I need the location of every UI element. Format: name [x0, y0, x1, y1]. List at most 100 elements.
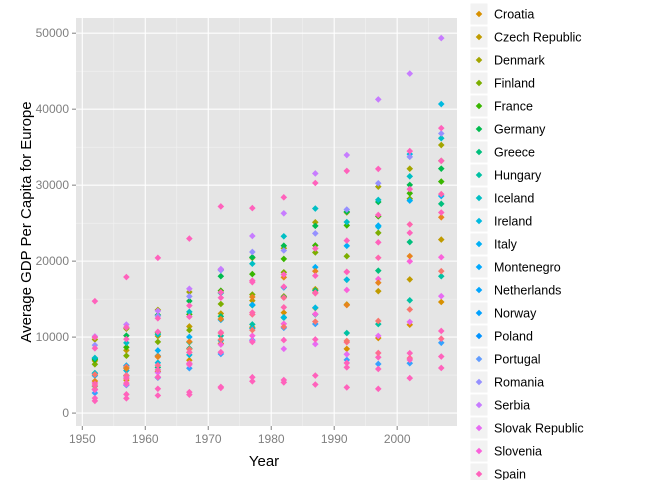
data-point [374, 349, 382, 357]
data-point [154, 373, 162, 381]
data-point [312, 304, 319, 311]
data-point [374, 279, 382, 286]
legend-marker [475, 125, 483, 133]
data-point [406, 197, 414, 204]
data-point [374, 196, 382, 204]
data-point [343, 268, 351, 276]
data-point [343, 337, 351, 345]
data-point [154, 362, 162, 369]
y-tick-label: 50000 [36, 26, 70, 40]
data-point [217, 272, 225, 280]
data-point [249, 270, 256, 278]
data-point [312, 318, 319, 325]
data-point [343, 301, 351, 309]
data-point [437, 353, 445, 360]
data-point [406, 374, 414, 382]
data-point [406, 165, 414, 172]
x-tick-label: 1970 [195, 432, 222, 446]
data-point [280, 323, 288, 331]
data-point [312, 179, 319, 187]
data-point [343, 167, 351, 175]
legend-marker [475, 378, 483, 386]
data-point [123, 379, 130, 387]
data-point [280, 309, 288, 316]
data-point [312, 372, 319, 379]
data-point [123, 375, 130, 382]
data-point [249, 297, 256, 304]
data-point [280, 232, 288, 240]
data-point [91, 394, 99, 402]
data-point [374, 360, 382, 368]
data-point [437, 157, 445, 165]
data-point [280, 242, 288, 249]
data-point [249, 338, 256, 346]
data-point [406, 238, 414, 246]
plot-panel [76, 18, 457, 426]
y-tick-label: 20000 [36, 254, 70, 268]
data-point [343, 242, 351, 250]
data-point [280, 283, 288, 291]
grid-lines [76, 18, 457, 426]
data-point [406, 221, 414, 228]
data-point [437, 209, 445, 216]
data-point [249, 232, 256, 240]
data-point [91, 297, 99, 305]
data-point [91, 380, 99, 388]
data-point [280, 255, 288, 263]
data-point [343, 345, 351, 353]
legend-marker [475, 79, 483, 87]
data-point [343, 252, 351, 260]
data-point [437, 335, 445, 343]
x-tick-label: 2000 [384, 432, 411, 446]
data-point [280, 376, 288, 384]
data-point [186, 302, 193, 309]
data-point [91, 333, 99, 341]
data-point [437, 124, 445, 132]
data-point [186, 285, 193, 293]
x-tick-label: 1950 [69, 432, 96, 446]
data-point [186, 313, 193, 321]
data-point [406, 258, 414, 265]
data-point [374, 165, 382, 173]
legend-label: Ireland [494, 215, 532, 229]
data-point [437, 130, 445, 137]
data-point [406, 297, 414, 304]
data-point [154, 338, 162, 346]
data-point [312, 230, 319, 237]
data-point [217, 300, 225, 308]
data-point [91, 360, 99, 368]
legend-label: Slovenia [494, 445, 542, 459]
data-point [437, 339, 445, 347]
legend-label: Finland [494, 77, 535, 91]
data-point [374, 179, 382, 187]
data-point [217, 203, 225, 210]
data-point [249, 248, 256, 256]
legend-label: Czech Republic [494, 31, 582, 45]
legend-marker [475, 401, 483, 409]
data-point [374, 287, 382, 295]
data-point [312, 249, 319, 256]
data-point [374, 254, 382, 262]
legend-label: Norway [494, 307, 537, 321]
legend-label: Denmark [494, 54, 545, 68]
legend-marker [475, 10, 483, 18]
data-point [437, 272, 445, 280]
legend-marker [475, 33, 483, 41]
data-point [312, 267, 319, 275]
data-point [186, 323, 193, 330]
legend-label: Serbia [494, 399, 530, 413]
data-point [374, 353, 382, 361]
data-point [280, 247, 288, 254]
legend-marker [475, 355, 483, 363]
data-point [249, 204, 256, 212]
data-point [437, 327, 445, 335]
data-points [91, 34, 445, 405]
data-point [406, 173, 414, 180]
data-point [217, 328, 225, 336]
data-point [374, 211, 382, 219]
x-tick-label: 1990 [321, 432, 348, 446]
data-point [312, 336, 319, 343]
legend-marker [475, 171, 483, 179]
data-point [123, 335, 130, 343]
data-point [91, 371, 99, 378]
